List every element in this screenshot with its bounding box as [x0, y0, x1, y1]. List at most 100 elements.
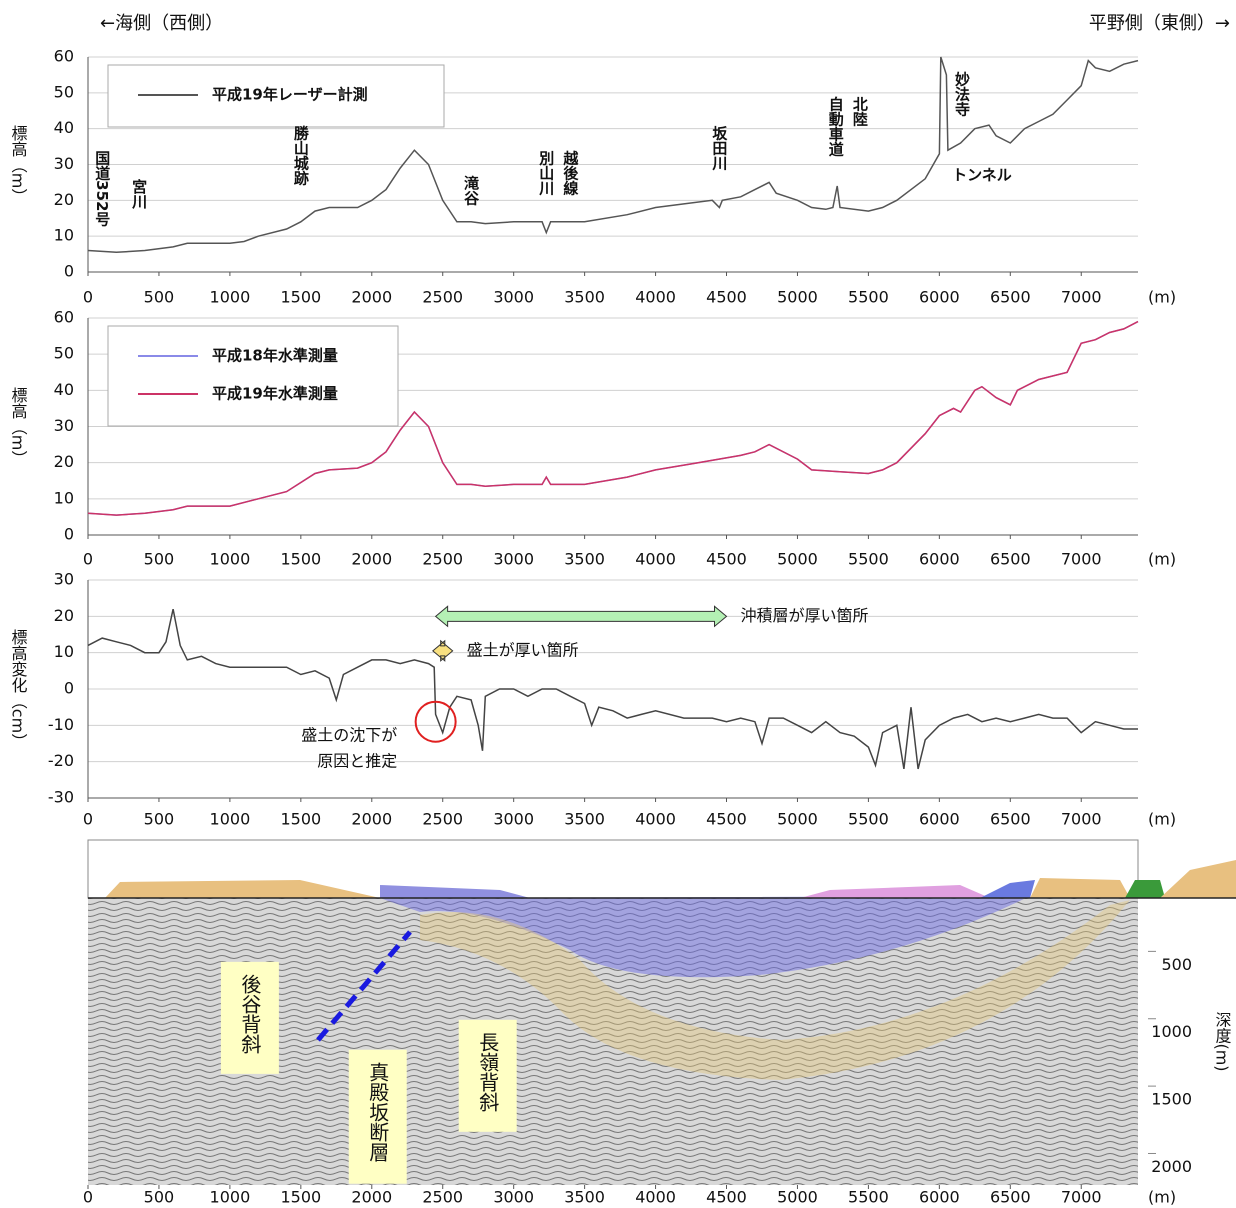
y-tick-label: 10 — [54, 226, 74, 245]
annotation: 滝谷 — [462, 174, 480, 206]
x-tick-label: 5000 — [777, 288, 818, 307]
x-tick-label: 4500 — [706, 550, 747, 569]
x-tick-label: 2000 — [351, 1188, 392, 1207]
x-tick-label: 500 — [144, 1188, 175, 1207]
section-label: 長嶺背斜 — [476, 1032, 500, 1112]
annotation: 国道352号 — [93, 150, 111, 228]
x-tick-label: 7000 — [1061, 810, 1102, 829]
y-tick-label: -20 — [48, 751, 74, 770]
y-tick-label: 60 — [54, 308, 74, 327]
annotation: 自動車道 — [827, 96, 845, 157]
x-tick-label: 2500 — [422, 810, 463, 829]
header-right: 平野側（東側）→ — [1089, 13, 1230, 34]
y-tick-label: 60 — [54, 47, 74, 66]
x-tick-label: 6000 — [919, 810, 960, 829]
y-tick-label: 40 — [54, 118, 74, 137]
y-tick-label: -30 — [48, 788, 74, 807]
y-tick-label: 20 — [54, 452, 74, 471]
annotation: トンネル — [952, 166, 1012, 184]
y-axis-label: 深度(m) — [1213, 1011, 1232, 1071]
annotation: 勝山城跡 — [292, 124, 310, 186]
x-tick-label: 4000 — [635, 1188, 676, 1207]
annotation: 越後線 — [561, 149, 579, 196]
x-tick-label: 500 — [144, 810, 175, 829]
x-tick-label: 6000 — [919, 1188, 960, 1207]
x-tick-label: 0 — [83, 550, 93, 569]
x-tick-label: 5000 — [777, 1188, 818, 1207]
y-tick-label: 50 — [54, 344, 74, 363]
x-tick-label: 2500 — [422, 288, 463, 307]
x-tick-label: 5000 — [777, 550, 818, 569]
x-tick-label: 4500 — [706, 810, 747, 829]
annotation: 坂田川 — [710, 125, 728, 170]
annotation: 妙法寺 — [953, 71, 971, 118]
y-tick-label: 0 — [64, 679, 74, 698]
x-tick-label: 6500 — [990, 810, 1031, 829]
x-tick-label: 1000 — [210, 550, 251, 569]
x-tick-label: 6000 — [919, 550, 960, 569]
y-tick-label: 30 — [54, 416, 74, 435]
x-tick-label: 6500 — [990, 550, 1031, 569]
section-label: 真殿坂断層 — [366, 1061, 390, 1161]
x-tick-label: 2000 — [351, 288, 392, 307]
arrow-label: 沖積層が厚い箇所 — [741, 606, 869, 625]
x-tick-label: 1000 — [210, 1188, 251, 1207]
x-tick-label: 500 — [144, 288, 175, 307]
x-tick-label: 7000 — [1061, 1188, 1102, 1207]
x-tick-label: 3000 — [493, 550, 534, 569]
y-tick-label: 1000 — [1151, 1022, 1192, 1041]
x-tick-label: 3500 — [564, 288, 605, 307]
y-tick-label: 1500 — [1151, 1090, 1192, 1109]
x-tick-label: 7000 — [1061, 288, 1102, 307]
arrow — [433, 641, 453, 661]
x-tick-label: 5500 — [848, 550, 889, 569]
x-tick-label: 0 — [83, 1188, 93, 1207]
x-tick-label: 2000 — [351, 810, 392, 829]
y-tick-label: 20 — [54, 606, 74, 625]
legend-label: 平成19年レーザー計測 — [212, 86, 368, 104]
x-tick-label: 3000 — [493, 810, 534, 829]
y-tick-label: -10 — [48, 715, 74, 734]
x-tick-label: 500 — [144, 550, 175, 569]
x-tick-label: 4000 — [635, 550, 676, 569]
x-tick-label: 1000 — [210, 810, 251, 829]
x-tick-label: 3500 — [564, 810, 605, 829]
y-tick-label: 50 — [54, 82, 74, 101]
y-tick-label: 40 — [54, 380, 74, 399]
y-tick-label: 30 — [54, 154, 74, 173]
x-tick-label: 4500 — [706, 1188, 747, 1207]
legend-box — [108, 326, 398, 426]
x-tick-label: 5500 — [848, 810, 889, 829]
y-tick-label: 30 — [54, 570, 74, 589]
y-tick-label: 0 — [64, 525, 74, 544]
y-tick-label: 20 — [54, 190, 74, 209]
y-axis-label: 標高（m） — [9, 387, 28, 467]
x-tick-label: 5500 — [848, 288, 889, 307]
note: 原因と推定 — [317, 752, 397, 771]
x-tick-label: 4000 — [635, 288, 676, 307]
x-tick-label: 2500 — [422, 1188, 463, 1207]
note: 盛土の沈下が — [301, 726, 397, 745]
x-tick-label: 7000 — [1061, 550, 1102, 569]
header-left: ←海側（西側） — [100, 13, 223, 34]
y-tick-label: 10 — [54, 488, 74, 507]
y-axis-label: 標高変化（cm） — [9, 629, 28, 749]
x-tick-label: 5000 — [777, 810, 818, 829]
y-tick-label: 2000 — [1151, 1157, 1192, 1176]
y-tick-label: 0 — [64, 262, 74, 281]
x-tick-label: 0 — [83, 288, 93, 307]
annotation: 宮川 — [130, 178, 148, 209]
legend-label: 平成18年水準測量 — [212, 347, 338, 365]
y-axis-label: 標高（m） — [9, 125, 28, 205]
x-tick-label: 1500 — [280, 288, 321, 307]
x-tick-label: 5500 — [848, 1188, 889, 1207]
figure: ←海側（西側） 平野側（東側）→ 01020304050600500100015… — [0, 0, 1236, 1208]
x-tick-label: 1500 — [280, 550, 321, 569]
y-tick-label: 500 — [1161, 955, 1192, 974]
x-tick-label: 3000 — [493, 288, 534, 307]
x-tick-label: 1000 — [210, 288, 251, 307]
x-tick-label: 6000 — [919, 288, 960, 307]
x-axis-label: (m) — [1148, 550, 1176, 569]
section-label: 後谷背斜 — [238, 973, 262, 1053]
x-tick-label: 0 — [83, 810, 93, 829]
